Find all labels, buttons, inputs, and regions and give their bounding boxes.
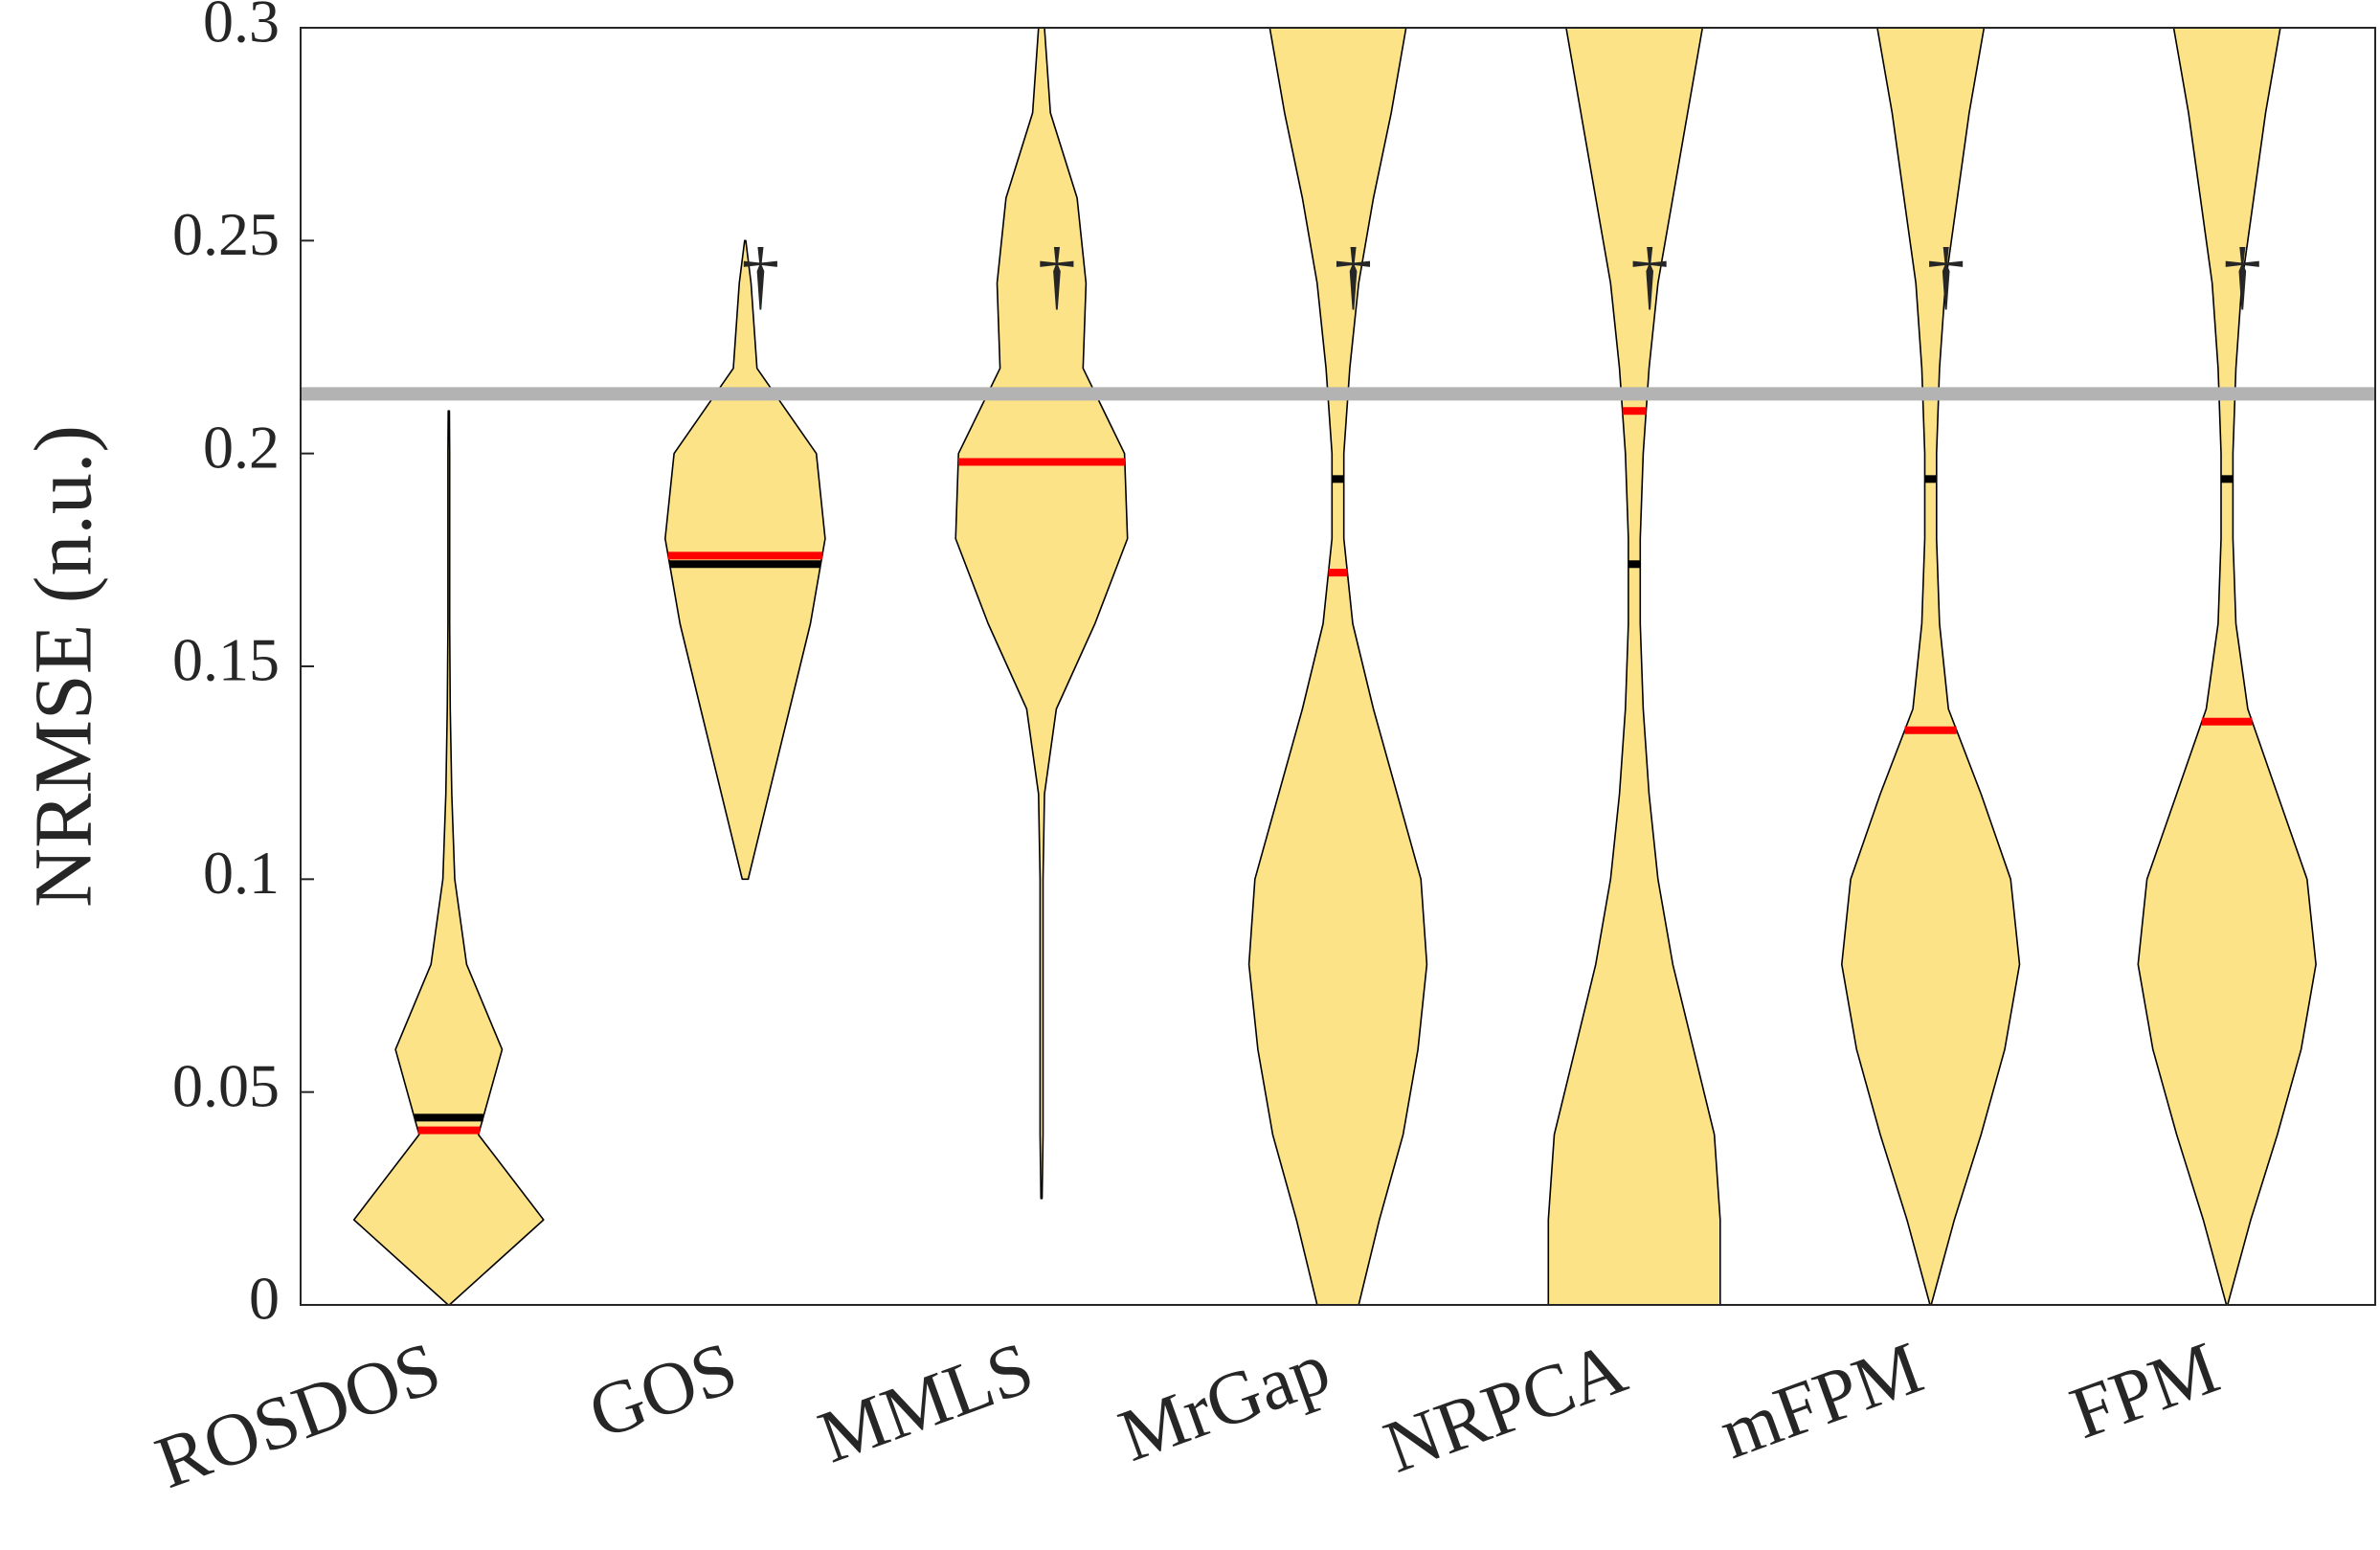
annotation: †	[1927, 234, 1965, 318]
x-tick-label: MrGap	[1109, 1325, 1339, 1477]
y-tick-label: 0.1	[203, 839, 280, 907]
y-axis-label: NRMSE (n.u.)	[17, 425, 109, 908]
annotation: †	[1630, 234, 1669, 318]
annotation: †	[1038, 234, 1076, 318]
x-tick-label: mFPM	[1709, 1325, 1932, 1474]
violin	[1247, 28, 1428, 1305]
x-tick-label: FPM	[2060, 1325, 2229, 1454]
violin	[1547, 28, 1721, 1305]
x-tick-label: MMLS	[808, 1325, 1044, 1478]
x-tick-label: ROSDOS	[146, 1325, 451, 1504]
y-tick-label: 0.2	[203, 413, 280, 481]
y-tick-label: 0.25	[172, 200, 280, 268]
violin	[1841, 28, 2021, 1305]
annotation: †	[741, 234, 779, 318]
y-tick-label: 0.15	[172, 626, 280, 694]
violin	[664, 239, 826, 881]
annotation: †	[1335, 234, 1373, 318]
violin	[2137, 28, 2317, 1305]
y-tick-label: 0	[249, 1265, 280, 1333]
y-tick-label: 0.05	[172, 1051, 280, 1119]
x-tick-label: GOS	[578, 1325, 747, 1454]
y-tick-label: 0.3	[203, 0, 280, 56]
annotation: †	[2223, 234, 2261, 318]
violin	[954, 28, 1129, 1200]
plot-area	[301, 28, 2375, 1305]
violin	[352, 410, 545, 1305]
x-tick-label: NRPCA	[1374, 1325, 1636, 1489]
